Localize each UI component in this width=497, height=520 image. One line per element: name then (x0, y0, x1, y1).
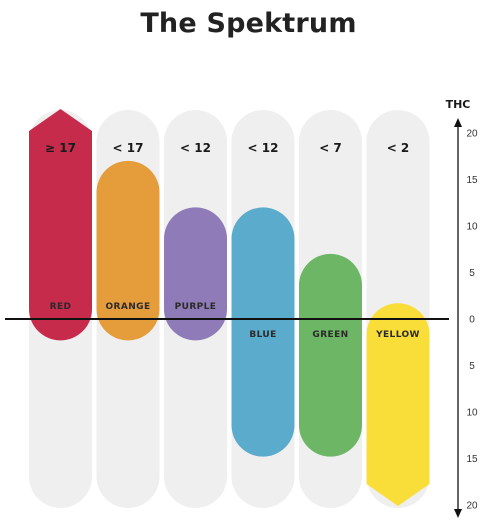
y-tick-label: 20 (466, 501, 478, 512)
y-axis-arrow-down (454, 509, 462, 518)
y-tick-label: 20 (466, 129, 478, 140)
chart-title: The Spektrum (140, 8, 357, 39)
y-tick-label: 15 (466, 454, 478, 465)
bar-label-red: RED (50, 302, 72, 312)
top-label-blue: < 12 (248, 141, 279, 155)
top-label-red: ≥ 17 (45, 141, 76, 155)
bar-orange (96, 160, 160, 341)
bar-label-green: GREEN (312, 330, 348, 340)
bar-purple (164, 207, 227, 341)
y-axis-label: THC (446, 98, 471, 111)
bar-green (299, 253, 362, 457)
y-tick-label: 10 (466, 408, 478, 419)
top-label-green: < 7 (319, 141, 342, 155)
bar-blue (231, 207, 295, 457)
y-tick-label: 5 (469, 268, 475, 279)
top-label-yellow: < 2 (387, 141, 410, 155)
y-axis-arrow-up (454, 118, 462, 127)
bar-label-yellow: YELLOW (375, 330, 420, 340)
y-tick-label: 0 (469, 315, 475, 326)
top-label-purple: < 12 (180, 141, 211, 155)
bar-label-purple: PURPLE (175, 302, 217, 312)
top-label-orange: < 17 (113, 141, 144, 155)
bar-label-blue: BLUE (249, 330, 276, 340)
bar-yellow (366, 303, 430, 506)
bar-red (29, 109, 92, 341)
y-tick-label: 10 (466, 222, 478, 233)
y-tick-label: 15 (466, 175, 478, 186)
bar-label-orange: ORANGE (105, 302, 150, 312)
y-tick-label: 5 (469, 361, 475, 372)
